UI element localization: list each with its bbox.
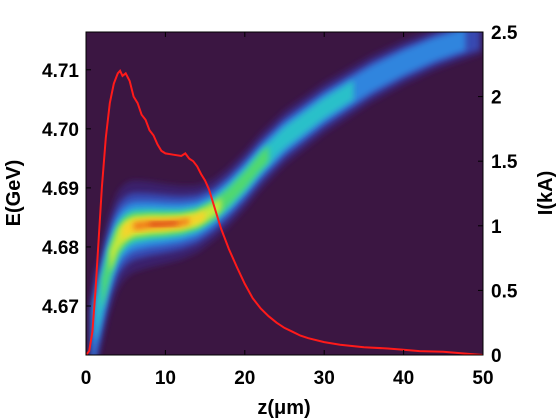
x-axis-label: z(μm) [257, 397, 310, 419]
right-tick-label: 0.5 [491, 281, 518, 302]
density-band [149, 221, 178, 227]
right-tick-label: 1 [491, 217, 502, 238]
plot-frame [85, 31, 484, 356]
x-axis-ticks: 0 10 20 30 40 50 [81, 32, 494, 389]
left-tick-label: 4.70 [42, 120, 79, 141]
density-band [89, 32, 483, 355]
x-tick-label: 0 [81, 368, 92, 389]
left-tick-label: 4.68 [42, 238, 79, 259]
left-tick-label: 4.67 [42, 297, 79, 318]
right-tick-label: 2 [491, 88, 502, 109]
x-tick-label: 30 [314, 368, 335, 389]
right-tick-label: 2.5 [491, 23, 518, 44]
x-tick-label: 40 [393, 368, 414, 389]
density-band [95, 80, 354, 344]
left-tick-label: 4.69 [42, 179, 79, 200]
x-tick-label: 20 [234, 368, 255, 389]
phase-space-density [89, 32, 483, 355]
left-tick-label: 4.71 [42, 61, 79, 82]
left-axis-ticks: 4.67 4.68 4.69 4.70 4.71 [42, 61, 91, 318]
left-axis-label: E(GeV) [3, 160, 25, 227]
right-tick-label: 0 [491, 346, 502, 367]
right-tick-label: 1.5 [491, 152, 518, 173]
right-axis-label: I(kA) [535, 171, 557, 215]
right-axis-ticks: 0 0.5 1 1.5 2 2.5 [478, 23, 518, 367]
current-profile-line [86, 69, 483, 355]
x-tick-label: 50 [472, 368, 493, 389]
x-tick-label: 10 [155, 368, 176, 389]
